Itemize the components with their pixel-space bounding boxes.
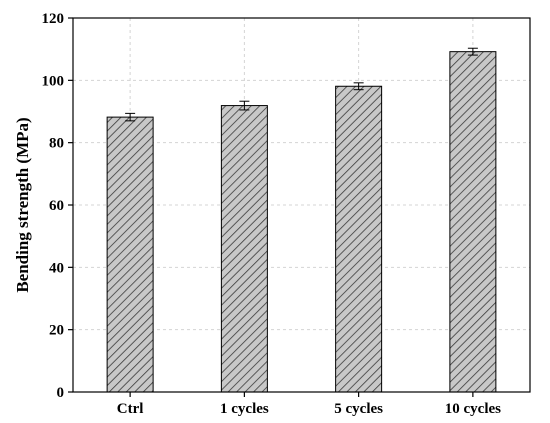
bars — [106, 47, 497, 393]
y-tick-label: 60 — [49, 198, 64, 214]
bar — [106, 116, 154, 393]
x-tick-label: 1 cycles — [220, 401, 269, 417]
x-tick-label: 10 cycles — [445, 401, 501, 417]
bar — [449, 51, 497, 393]
bar — [220, 105, 268, 393]
axes: 0 20 40 60 80 100 120 Ctrl 1 cycles 5 cycles 10 cy… — [42, 11, 531, 417]
x-tick-label: Ctrl — [117, 401, 144, 417]
y-tick-label: 80 — [49, 136, 64, 152]
y-tick-label: 20 — [49, 323, 64, 339]
y-tick-label: 100 — [42, 73, 65, 89]
x-tick-label: 5 cycles — [334, 401, 383, 417]
y-tick-label: 120 — [42, 11, 65, 27]
bar — [335, 85, 383, 393]
y-tick-label: 40 — [49, 260, 64, 276]
y-axis-title: Bending strength (MPa) — [13, 117, 32, 292]
y-tick-label: 0 — [57, 385, 65, 401]
